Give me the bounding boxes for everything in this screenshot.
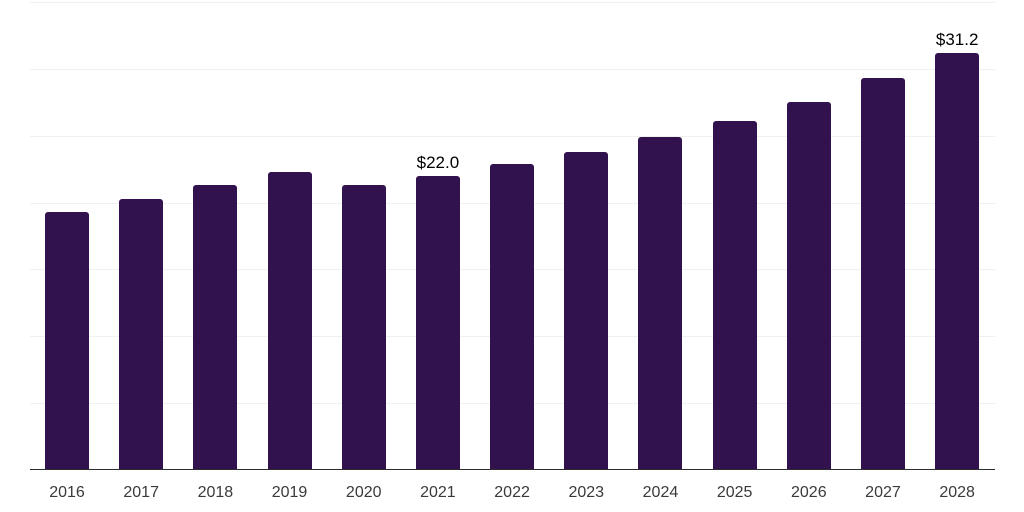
plot-area: $22.0 $31.2 [30,0,995,470]
x-tick-2017: 2017 [123,484,159,501]
bar-2028 [935,52,980,470]
bar-2027 [860,78,905,470]
value-label-2021: $22.0 [416,152,460,172]
bar-2022 [490,163,535,470]
x-tick-2019: 2019 [271,484,308,501]
x-tick-2028: 2028 [939,484,975,501]
bar-2019 [267,171,312,470]
bar-2018 [193,185,238,470]
x-tick-2016: 2016 [49,484,85,501]
bar-2024 [638,137,683,470]
bar-2023 [564,151,609,470]
gridline-30 [30,68,995,70]
x-tick-2020: 2020 [345,484,382,501]
x-tick-2027: 2027 [865,484,901,501]
bar-2021 [415,175,460,470]
x-tick-2025: 2025 [716,484,753,501]
bar-2026 [786,102,831,470]
x-tick-2023: 2023 [568,484,605,501]
x-tick-2026: 2026 [791,484,827,501]
x-tick-2022: 2022 [494,484,530,501]
gridline-35 [30,2,995,3]
value-label-2028: $31.2 [935,29,979,49]
gridline-25 [30,135,995,137]
bar-2016 [45,211,89,470]
x-tick-2021: 2021 [420,484,456,501]
x-axis-line [30,468,995,470]
bar-2020 [341,185,386,470]
x-tick-2024: 2024 [642,484,679,501]
bar-2025 [712,121,757,470]
bar-2017 [119,198,164,470]
x-tick-2018: 2018 [197,484,234,501]
